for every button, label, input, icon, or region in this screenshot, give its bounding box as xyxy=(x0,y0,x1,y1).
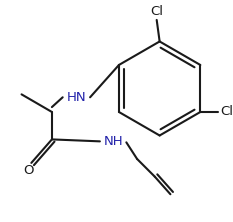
Text: NH: NH xyxy=(104,135,123,148)
Text: O: O xyxy=(23,164,34,177)
Text: HN: HN xyxy=(67,91,86,104)
Text: Cl: Cl xyxy=(220,105,233,119)
Text: Cl: Cl xyxy=(150,5,163,18)
